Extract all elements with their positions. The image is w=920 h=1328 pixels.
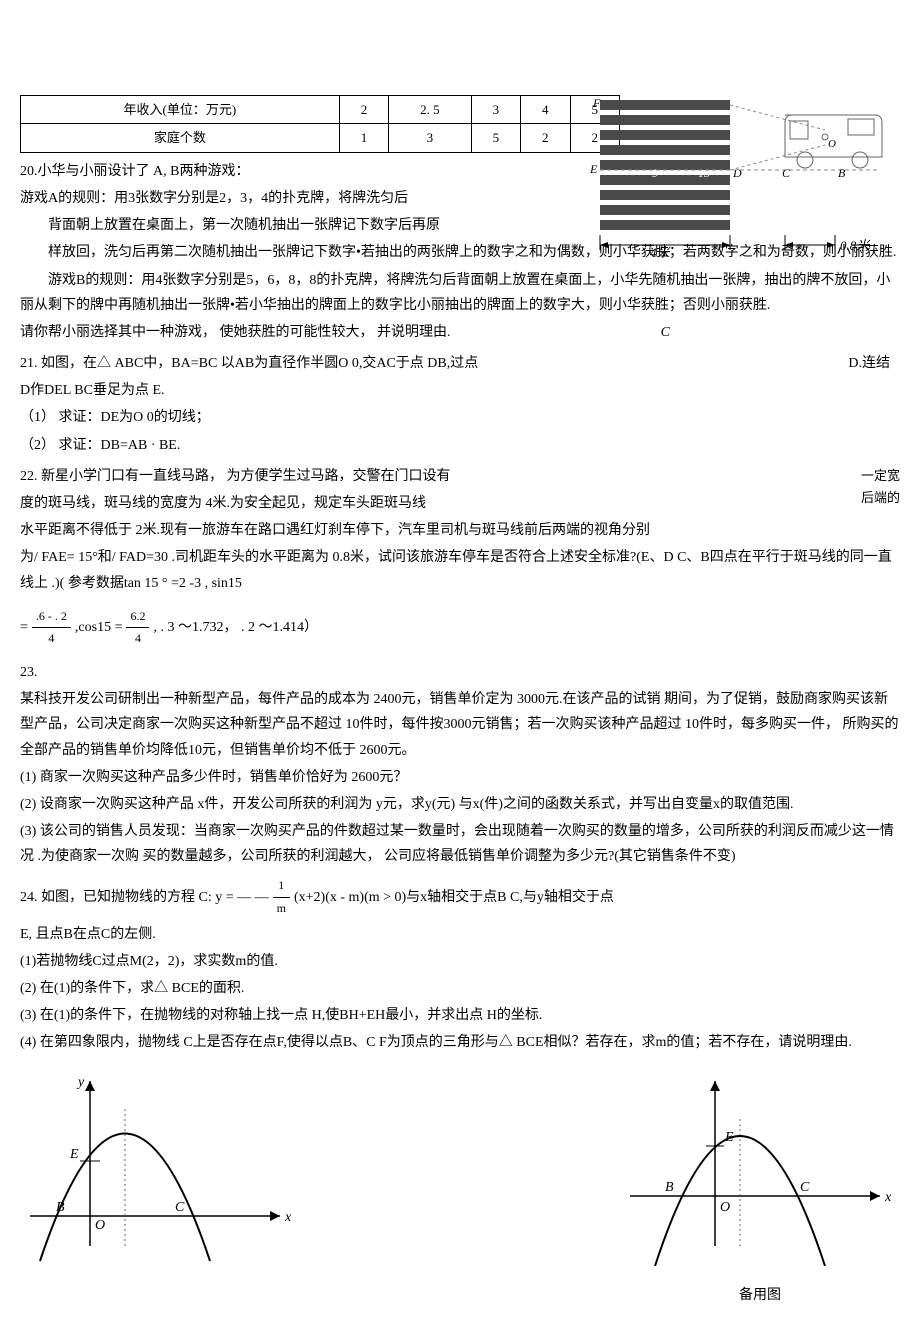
q23-text: 某科技开发公司研制出一种新型产品，每件产品的成本为 2400元，销售单价定为 3… [20, 687, 900, 763]
q22-text: 度的斑马线，斑马线的宽度为 4米.为安全起见，规定车头距斑马线 [20, 491, 900, 516]
q23-text: (2) 设商家一次购买这种产品 x件，开发公司所获的利润为 y元，求y(元) 与… [20, 792, 900, 817]
dim-4m: 4米 [650, 245, 672, 260]
svg-text:C: C [800, 1180, 810, 1195]
q24-text: (4) 在第四象限内，抛物线 C上是否存在点F,使得以点B、C F为顶点的三角形… [20, 1030, 900, 1055]
svg-text:E: E [724, 1130, 734, 1145]
svg-text:C: C [175, 1200, 185, 1215]
svg-text:y: y [76, 1075, 85, 1090]
cell: 年收入(单位：万元) [21, 96, 340, 124]
q24-text: E, 且点B在点C的左侧. [20, 922, 900, 947]
q20-text: 请你帮小丽选择其中一种游戏， 使她获胜的可能性较大， 并说明理由. C [20, 320, 900, 345]
q23-text: (3) 该公司的销售人员发现：当商家一次购买产品的件数超过某一数量时，会出现随着… [20, 819, 900, 869]
cell: 3 [389, 124, 471, 152]
question-22: 一定宽 后端的 22. 新星小学门口有一直线马路， 为方便学生过马路，交警在门口… [20, 464, 900, 650]
label-f: F [592, 96, 601, 110]
cell: 2. 5 [389, 96, 471, 124]
float-label-d: D.连结 [848, 351, 890, 376]
q22-title: 22. 新星小学门口有一直线马路， 为方便学生过马路，交警在门口设有 [20, 464, 900, 489]
q21-title: 21. 如图，在△ ABC中，BA=BC 以AB为直径作半圆O 0,交AC于点 … [20, 351, 900, 376]
float-label-c: C [661, 320, 670, 345]
table-row: 年收入(单位：万元) 2 2. 5 3 4 5 [21, 96, 620, 124]
svg-text:B: B [56, 1200, 65, 1215]
question-21: 21. 如图，在△ ABC中，BA=BC 以AB为直径作半圆O 0,交AC于点 … [20, 351, 900, 458]
cell: 家庭个数 [21, 124, 340, 152]
fraction: .6 - . 2 4 [32, 606, 71, 650]
parabola-graph-right: x B C O E 备用图 [620, 1066, 900, 1308]
q22-formula: = .6 - . 2 4 ,cos15 = 6.2 4 , . 3 ～1.732… [20, 606, 900, 650]
q24-text: (3) 在(1)的条件下，在抛物线的对称轴上找一点 H,使BH+EH最小，并求出… [20, 1003, 900, 1028]
q23-title: 23. [20, 660, 900, 685]
side-note: 一定宽 [861, 464, 900, 487]
q24-text: (2) 在(1)的条件下，求△ BCE的面积. [20, 976, 900, 1001]
table-row: 家庭个数 1 3 5 2 2 [21, 124, 620, 152]
cell: 2 [339, 96, 388, 124]
income-table: 年收入(单位：万元) 2 2. 5 3 4 5 家庭个数 1 3 5 2 2 [20, 95, 620, 153]
svg-text:E: E [69, 1147, 79, 1162]
q20-text: 游戏B的规则：用4张数字分别是5，6，8，8的扑克牌，将牌洗匀后背面朝上放置在桌… [20, 268, 900, 318]
q23-text: (1) 商家一次购买这种产品多少件时，销售单价恰好为 2600元？ [20, 765, 900, 790]
question-24: 24. 如图，已知抛物线的方程 C: y = — — 1 m (x+2)(x -… [20, 875, 900, 1055]
svg-text:O: O [720, 1200, 730, 1215]
svg-text:O: O [95, 1218, 105, 1233]
svg-text:B: B [665, 1180, 674, 1195]
q21-text: （2） 求证：DB=AB · BE. [20, 433, 900, 458]
cell: 3 [471, 96, 520, 124]
q22-text: 水平距离不得低于 2米.现有一旅游车在路口遇红灯刹车停下， 汽车里司机与斑马线前… [20, 518, 900, 543]
fraction: 6.2 4 [126, 606, 149, 650]
fraction: 1 m [273, 875, 290, 919]
graph-caption: 备用图 [620, 1283, 900, 1308]
svg-text:x: x [884, 1190, 892, 1205]
side-note: 后端的 [861, 486, 900, 509]
dim-08m: 0.8米 [840, 238, 871, 253]
label-13: 13 [698, 166, 710, 180]
cell: 1 [339, 124, 388, 152]
label-e: E [590, 162, 598, 176]
svg-text:x: x [284, 1210, 292, 1225]
label-o: O [828, 138, 836, 150]
parabola-graph-left: x y B C O E [20, 1066, 300, 1308]
cell: 4 [521, 96, 570, 124]
label-9: 9 [652, 166, 658, 180]
crosswalk-bus-diagram: F E D 9 13 C B O [590, 95, 890, 260]
graphs-row: x y B C O E x B C O E [20, 1066, 900, 1308]
label-b: B [838, 166, 846, 180]
cell: 2 [521, 124, 570, 152]
q21-text: （1） 求证：DE为O 0的切线； [20, 405, 900, 430]
q21-text: D作DEL BC垂足为点 E. [20, 378, 900, 403]
q24-text: (1)若抛物线C过点M(2，2)，求实数m的值. [20, 949, 900, 974]
q24-title: 24. 如图，已知抛物线的方程 C: y = — — 1 m (x+2)(x -… [20, 875, 900, 919]
question-23: 23. 某科技开发公司研制出一种新型产品，每件产品的成本为 2400元，销售单价… [20, 660, 900, 870]
q22-text: 为/ FAE= 15°和/ FAD=30 .司机距车头的水平距离为 0.8米，试… [20, 545, 900, 595]
cell: 5 [471, 124, 520, 152]
label-c: C [782, 166, 791, 180]
